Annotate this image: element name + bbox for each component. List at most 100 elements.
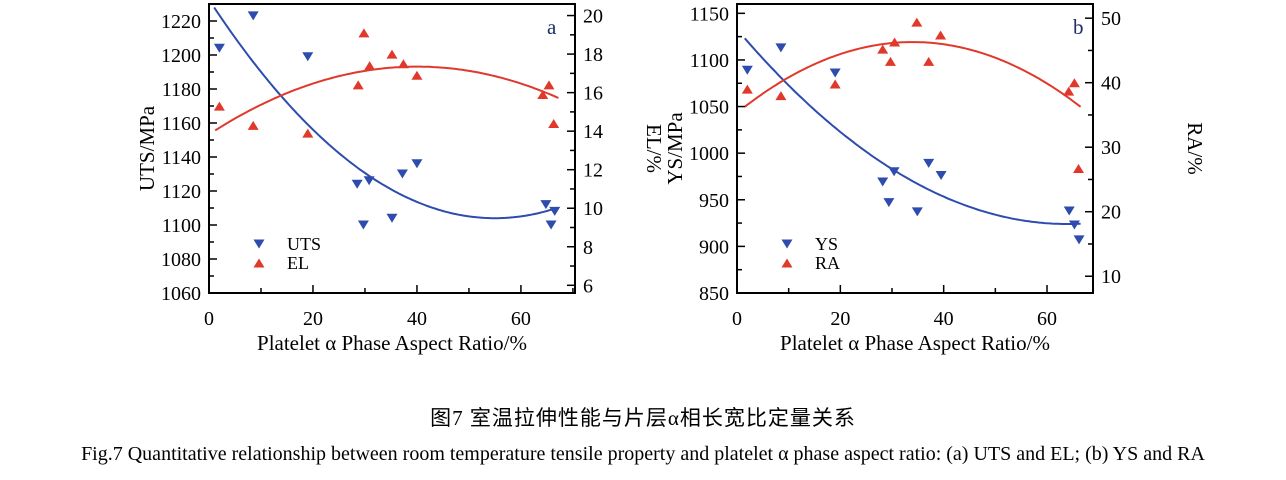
data-point-ra <box>741 84 753 94</box>
right-tick-label: 12 <box>583 160 603 182</box>
legend-marker-uts <box>253 239 265 249</box>
data-point-uts <box>411 159 423 169</box>
data-point-ys <box>883 198 895 208</box>
data-point-ra <box>935 30 947 40</box>
panel-letter-b: b <box>1073 15 1084 39</box>
data-point-ys <box>888 167 900 177</box>
left-tick-label: 1140 <box>162 147 201 169</box>
data-point-el <box>386 49 398 59</box>
right-tick-label: 20 <box>583 6 603 28</box>
data-point-uts <box>247 11 259 21</box>
series-el <box>213 28 560 138</box>
series-uts <box>213 11 561 230</box>
left-tick-label: 1000 <box>689 143 729 165</box>
right-tick-label: 8 <box>583 237 593 259</box>
x-tick-label: 60 <box>511 308 531 330</box>
right-tick-label: 14 <box>583 121 603 143</box>
chart-a: 0 20 40 60 1060 1080 1100 1120 1140 1160 1180 1200 1… <box>135 3 666 355</box>
left-tick-label: 1060 <box>161 283 201 305</box>
legend-marker-ra <box>781 258 793 268</box>
legend-label-ra: RA <box>815 253 840 273</box>
data-point-ra <box>1068 78 1080 88</box>
caption-chinese: 图7 室温拉伸性能与片层α相长宽比定量关系 <box>430 406 856 430</box>
x-axis-title: Platelet α Phase Aspect Ratio/% <box>780 331 1050 355</box>
left-tick-label: 1120 <box>162 181 201 203</box>
left-tick-label: 1100 <box>162 215 201 237</box>
data-point-uts <box>396 169 408 179</box>
data-point-uts <box>213 43 225 53</box>
left-tick-label: 1050 <box>689 97 729 119</box>
legend-marker-el <box>253 258 265 268</box>
data-point-ys <box>1068 220 1080 230</box>
data-point-el <box>247 120 259 130</box>
legend-marker-ys <box>781 239 793 249</box>
x-axis-title: Platelet α Phase Aspect Ratio/% <box>257 331 527 355</box>
right-tick-label: 16 <box>583 83 603 105</box>
left-tick-label: 1150 <box>690 3 729 25</box>
left-tick-label: 1220 <box>161 11 201 33</box>
left-axis-title: YS/MPa <box>663 112 687 185</box>
right-tick-label: 30 <box>1101 137 1121 159</box>
data-point-ys <box>911 207 923 217</box>
x-tick-label: 60 <box>1037 308 1057 330</box>
left-tick-label: 1080 <box>161 249 201 271</box>
data-point-el <box>302 128 314 138</box>
data-point-el <box>213 101 225 111</box>
x-tick-label: 20 <box>303 308 323 330</box>
series-ra <box>741 17 1085 173</box>
data-point-el <box>397 59 409 69</box>
data-point-ys <box>1073 235 1085 245</box>
left-tick-label: 1180 <box>162 79 201 101</box>
data-point-ys <box>923 158 935 168</box>
data-point-ra <box>923 56 935 66</box>
data-point-el <box>364 61 376 71</box>
data-point-uts <box>545 220 557 230</box>
axis-ticks <box>736 12 1093 294</box>
x-tick-label: 40 <box>407 308 427 330</box>
data-point-el <box>358 28 370 38</box>
charts-canvas: 0 20 40 60106010801100112011401160118012001… <box>135 3 1207 355</box>
data-point-uts <box>549 206 561 216</box>
chart-b: 0 20 40 60 850 900 950 1000 1050 1100 1150 10 20 30 40… <box>663 3 1207 355</box>
axis-ticks <box>208 14 575 294</box>
data-point-el <box>537 90 549 100</box>
x-tick-label: 40 <box>934 308 954 330</box>
data-point-el <box>543 80 555 90</box>
data-point-ra <box>1063 86 1075 96</box>
data-point-ra <box>775 91 787 101</box>
data-point-el <box>548 118 560 128</box>
data-point-ra <box>1073 163 1085 173</box>
data-point-ra <box>889 37 901 47</box>
data-point-uts <box>302 52 314 62</box>
panel-letter-a: a <box>547 15 557 39</box>
data-point-uts <box>386 213 398 223</box>
right-axis-title: EL/% <box>642 124 666 173</box>
data-point-ra <box>829 79 841 89</box>
data-point-uts <box>357 220 369 230</box>
caption-english: Fig.7 Quantitative relationship between … <box>81 443 1205 465</box>
plot-frame <box>208 3 576 294</box>
data-point-uts <box>351 179 363 189</box>
data-point-ys <box>935 171 947 181</box>
left-tick-label: 1100 <box>690 50 729 72</box>
data-point-ra <box>911 17 923 27</box>
data-point-uts <box>540 200 552 210</box>
x-tick-label: 20 <box>830 308 850 330</box>
x-tick-label: 0 <box>204 308 214 330</box>
data-point-el <box>352 80 364 90</box>
left-axis-title: UTS/MPa <box>135 105 159 191</box>
legend-label-uts: UTS <box>287 234 321 254</box>
right-axis-title: RA/% <box>1183 122 1207 175</box>
right-tick-label: 6 <box>583 275 593 297</box>
right-tick-label: 10 <box>583 198 603 220</box>
series-ys <box>741 43 1085 245</box>
x-tick-label: 0 <box>732 308 742 330</box>
left-tick-label: 1200 <box>161 45 201 67</box>
plot-frame <box>736 3 1094 294</box>
data-point-ra <box>884 56 896 66</box>
fit-curve-ys <box>744 37 1081 225</box>
data-point-ys <box>1063 206 1075 216</box>
data-point-el <box>411 70 423 80</box>
data-point-ys <box>877 177 889 187</box>
